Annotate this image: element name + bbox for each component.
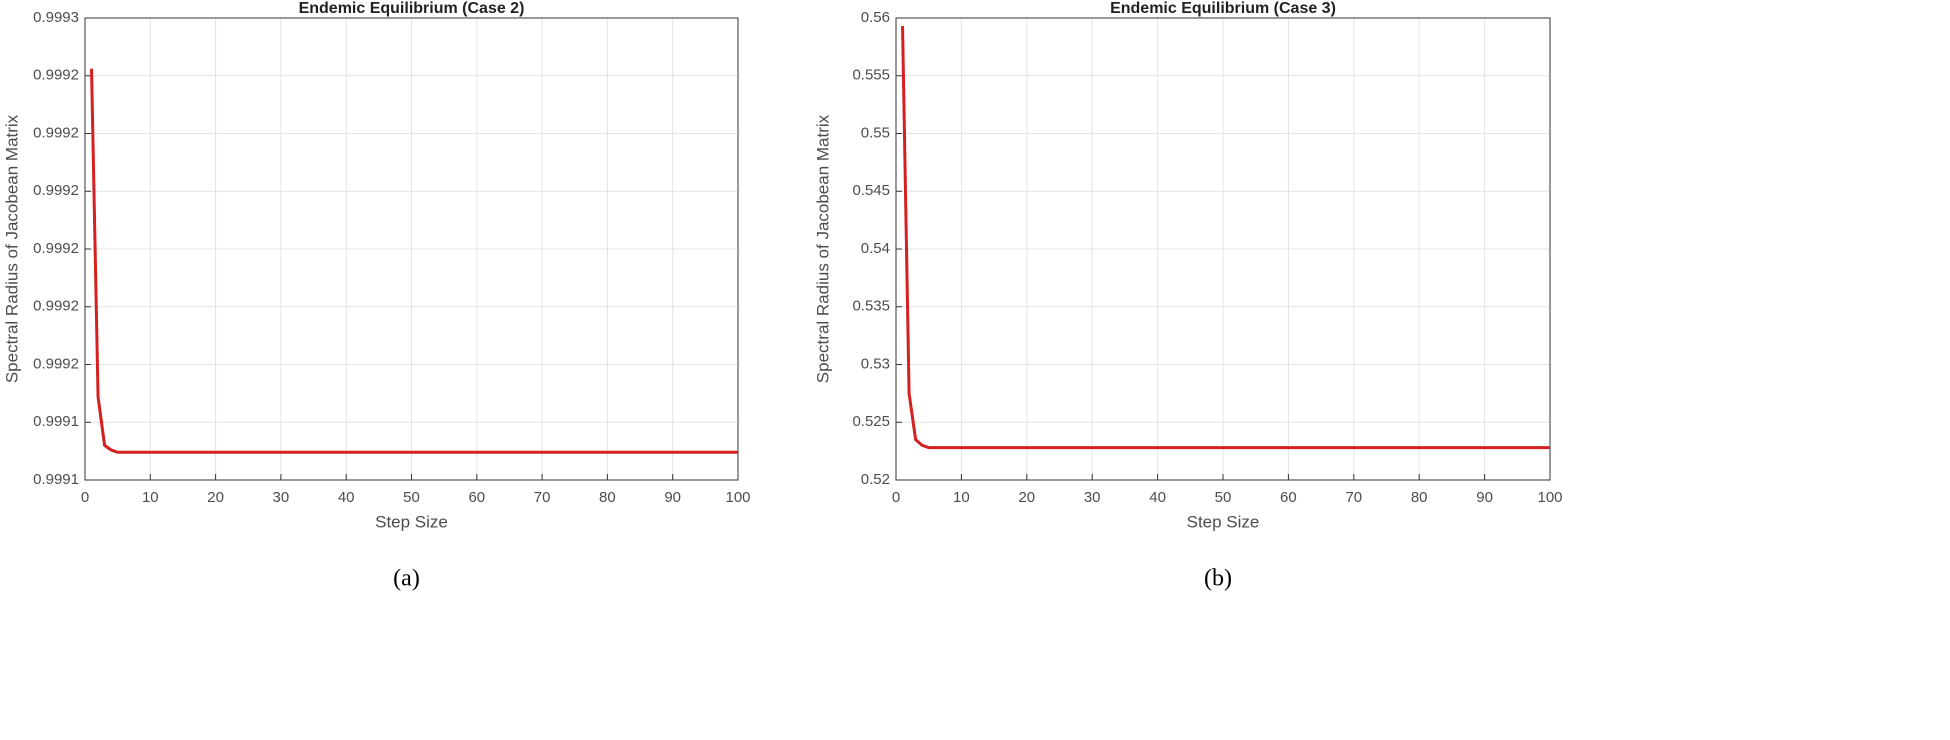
y-tick-label: 0.9991 [33,471,79,488]
y-tick-label: 0.54 [861,240,890,257]
chart-title: Endemic Equilibrium (Case 3) [1110,0,1336,17]
x-tick-label: 100 [1537,489,1562,506]
x-tick-label: 0 [892,489,900,506]
axes-box [84,17,739,481]
chart-title: Endemic Equilibrium (Case 2) [299,0,525,17]
y-tick-label: 0.9993 [33,9,79,26]
y-tick-label: 0.555 [852,67,890,84]
y-axis-label: Spectral Radius of Jacobean Matrix [2,114,21,383]
x-tick-label: 90 [1476,489,1493,506]
x-tick-label: 60 [1280,489,1297,506]
x-tick-label: 50 [403,489,420,506]
x-tick-label: 40 [1149,489,1166,506]
y-tick-label: 0.52 [861,471,890,488]
x-tick-label: 70 [534,489,551,506]
x-tick-label: 80 [1411,489,1428,506]
x-tick-label: 10 [142,489,159,506]
x-tick-label: 50 [1215,489,1232,506]
x-axis-label: Step Size [375,512,448,531]
caption: (a) [393,566,420,592]
y-tick-label: 0.56 [861,9,890,26]
y-tick-label: 0.535 [852,298,890,315]
x-tick-label: 70 [1345,489,1362,506]
y-tick-label: 0.55 [861,124,890,141]
y-tick-label: 0.9992 [33,298,79,315]
x-tick-label: 20 [1018,489,1035,506]
y-tick-label: 0.545 [852,182,890,199]
x-tick-label: 30 [273,489,290,506]
y-tick-label: 0.9992 [33,124,79,141]
x-tick-label: 10 [953,489,970,506]
x-tick-label: 30 [1084,489,1101,506]
y-tick-label: 0.9992 [33,67,79,84]
data-line [901,26,1550,450]
x-tick-label: 80 [599,489,616,506]
y-tick-label: 0.9992 [33,240,79,257]
x-tick-label: 100 [725,489,750,506]
x-tick-label: 20 [207,489,224,506]
y-tick-label: 0.9992 [33,355,79,372]
y-tick-label: 0.9992 [33,182,79,199]
data-line [90,68,738,454]
x-axis-label: Step Size [1187,512,1260,531]
x-tick-label: 0 [81,489,89,506]
y-tick-label: 0.525 [852,413,890,430]
axes-box [895,17,1551,481]
y-tick-label: 0.53 [861,355,890,372]
y-tick-label: 0.9991 [33,413,79,430]
x-tick-label: 60 [468,489,485,506]
x-tick-label: 40 [338,489,355,506]
x-tick-label: 90 [664,489,681,506]
y-axis-label: Spectral Radius of Jacobean Matrix [813,114,832,383]
caption: (b) [1204,566,1232,592]
